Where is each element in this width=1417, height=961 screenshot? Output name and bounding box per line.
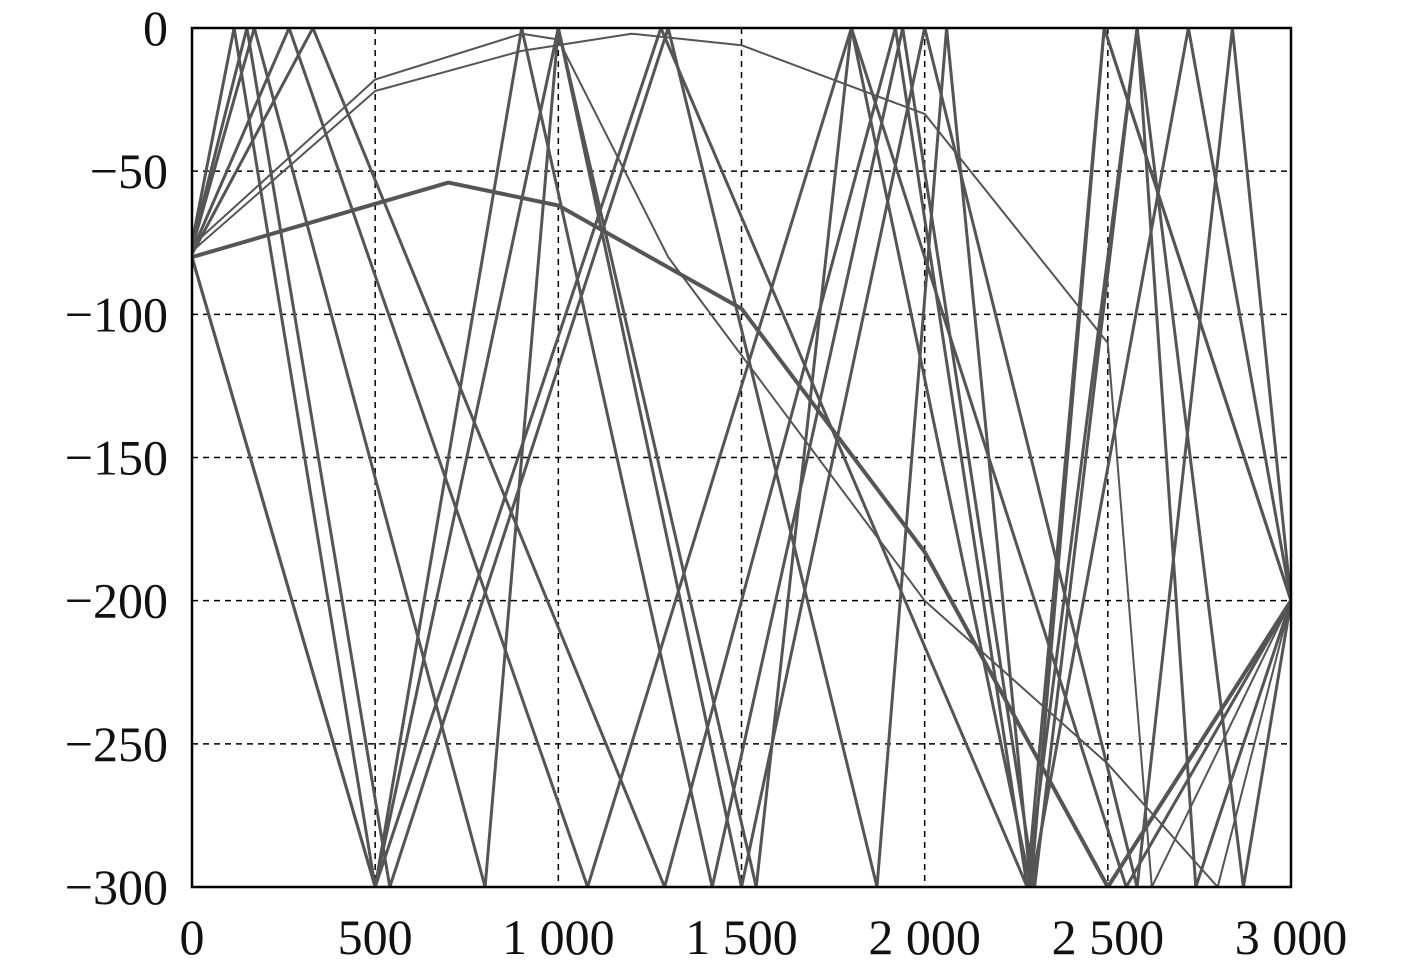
x-tick-label: 3 000 (1235, 909, 1348, 961)
plot-frame (190, 26, 1293, 889)
x-tick-label: 500 (338, 909, 413, 961)
y-tick-label: 0 (143, 0, 168, 56)
x-tick-label: 1 000 (502, 909, 615, 961)
y-tick-label: −300 (65, 859, 168, 915)
x-tick-label: 1 500 (685, 909, 798, 961)
series-line-8 (192, 28, 1291, 887)
series-line-10 (192, 28, 1291, 887)
y-tick-label: −100 (65, 286, 168, 342)
y-tick-label: −250 (65, 716, 168, 772)
y-tick-label: −150 (65, 430, 168, 486)
series-line-2 (192, 32, 1291, 887)
x-tick-label: 2 000 (868, 909, 981, 961)
series-line-9 (192, 28, 1291, 887)
series-lines (192, 28, 1291, 887)
x-tick-label: 0 (180, 909, 205, 961)
y-tick-label: −50 (90, 143, 168, 199)
x-axis: 0 500 1 000 1 500 2 000 2 500 3 000 (180, 909, 1348, 961)
y-tick-label: −200 (65, 573, 168, 629)
series-line-5 (192, 28, 1291, 887)
x-tick-label: 2 500 (1052, 909, 1165, 961)
y-axis: 0 −50 −100 −150 −200 −250 −300 (65, 0, 168, 915)
series-line-3 (192, 32, 1291, 887)
series-line-1 (192, 180, 1291, 887)
series-line-6 (192, 28, 1291, 887)
